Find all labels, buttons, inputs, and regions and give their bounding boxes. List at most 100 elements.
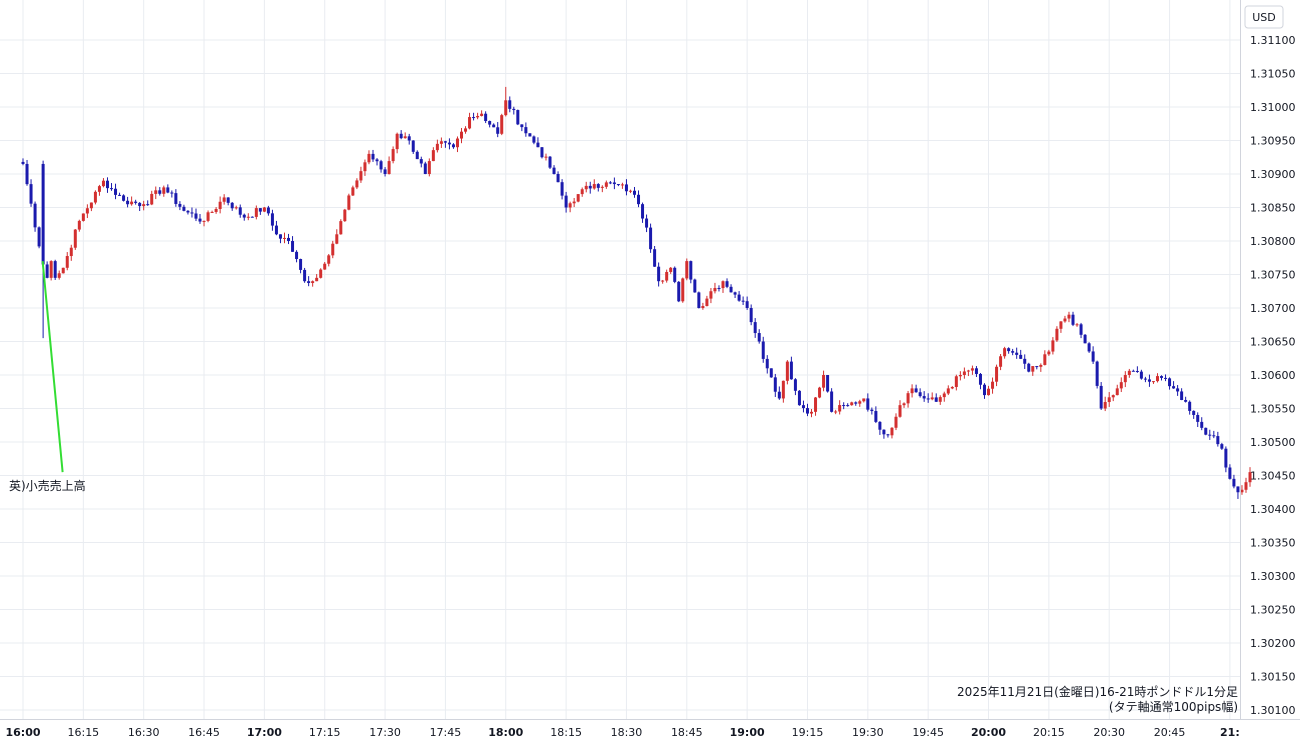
candle-body	[512, 108, 516, 111]
x-tick-label: 19:45	[912, 726, 944, 739]
x-tick-label: 17:15	[309, 726, 341, 739]
candle-body	[729, 286, 733, 293]
candle-body	[580, 189, 584, 195]
candle-body	[886, 434, 890, 436]
candle-body	[588, 185, 592, 189]
candle-body	[238, 207, 242, 215]
candle-body	[186, 210, 190, 213]
candle-body	[1047, 351, 1051, 355]
candle-body	[632, 190, 636, 195]
candle-body	[1172, 386, 1176, 389]
candle-body	[85, 208, 89, 214]
candle-body	[1196, 414, 1200, 422]
candle-body	[1147, 379, 1151, 382]
candle-body	[721, 281, 725, 289]
candle-body	[383, 169, 387, 174]
candle-body	[709, 291, 713, 299]
candle-body	[327, 255, 331, 264]
candle-body	[194, 213, 198, 219]
candle-body	[1131, 370, 1135, 372]
candle-body	[616, 184, 620, 186]
candle-body	[460, 131, 464, 139]
y-tick-label: 1.30300	[1250, 570, 1296, 583]
candle-body	[1200, 421, 1204, 428]
candle-body	[451, 144, 455, 148]
candle-body	[97, 186, 101, 192]
x-tick-label: 18:00	[488, 726, 523, 739]
candle-body	[371, 153, 375, 160]
y-tick-label: 1.30800	[1250, 235, 1296, 248]
candle-body	[411, 140, 415, 152]
candle-body	[846, 405, 850, 407]
candle-body	[532, 136, 536, 143]
candle-body	[1188, 401, 1192, 411]
candle-body	[1155, 376, 1159, 382]
candle-body	[1236, 486, 1240, 493]
y-tick-label: 1.30900	[1250, 168, 1296, 181]
candle-body	[307, 281, 311, 284]
candle-body	[29, 184, 33, 204]
x-tick-label: 18:30	[611, 726, 643, 739]
candle-body	[355, 180, 359, 188]
candle-body	[1091, 351, 1095, 362]
candle-body	[295, 251, 299, 260]
candle-body	[741, 300, 745, 302]
candle-body	[146, 204, 150, 206]
candle-body	[717, 287, 721, 289]
currency-badge[interactable]	[1244, 5, 1284, 29]
candle-body	[789, 361, 793, 380]
candle-body	[379, 161, 383, 170]
candle-body	[65, 256, 69, 268]
candle-body	[906, 393, 910, 404]
candle-body	[910, 388, 914, 394]
candle-body	[403, 136, 407, 139]
x-tick-label: 20:00	[971, 726, 1006, 739]
y-tick-label: 1.30200	[1250, 637, 1296, 650]
time-axis[interactable]: 16:00 16:15 16:30 16:45 17:00 17:15 17:30 17:45…	[5, 726, 1239, 739]
candle-body	[33, 203, 37, 228]
candle-body	[701, 306, 705, 308]
candle-body	[287, 237, 291, 241]
candle-body	[1151, 381, 1155, 383]
candle-body	[323, 263, 327, 270]
candle-body	[757, 333, 761, 342]
candle-body	[226, 197, 230, 203]
candle-body	[1015, 352, 1019, 355]
candle-body	[516, 110, 520, 125]
x-tick-label: 17:45	[430, 726, 462, 739]
candle-body	[890, 427, 894, 436]
candle-body	[645, 218, 649, 228]
candle-body	[480, 113, 484, 116]
candle-body	[826, 375, 830, 392]
candle-body	[468, 117, 472, 129]
candle-body	[870, 409, 874, 412]
candle-body	[504, 100, 508, 116]
candle-body	[814, 397, 818, 412]
candle-body	[918, 392, 922, 397]
candles	[21, 86, 1252, 499]
candle-body	[415, 151, 419, 160]
candle-body	[1248, 472, 1252, 483]
candle-body	[926, 398, 930, 400]
candle-body	[556, 174, 560, 183]
candle-body	[962, 371, 966, 375]
candle-body	[705, 298, 709, 307]
chart-caption-line2: (タテ軸通常100pips幅)	[1109, 699, 1238, 714]
candle-body	[73, 229, 77, 248]
candle-body	[520, 124, 524, 128]
candle-body	[649, 227, 653, 250]
candle-body	[1216, 436, 1220, 445]
candle-body	[898, 405, 902, 417]
candle-body	[1123, 375, 1127, 383]
candle-body	[266, 207, 270, 214]
candle-body	[363, 162, 367, 172]
candle-body	[1208, 434, 1212, 436]
candle-body	[162, 187, 166, 194]
candle-body	[114, 188, 118, 195]
candle-body	[1107, 397, 1111, 403]
candle-body	[1176, 388, 1180, 392]
candle-body	[1011, 351, 1015, 353]
candle-body	[303, 269, 307, 282]
candle-body	[81, 213, 85, 221]
candle-body	[974, 368, 978, 374]
